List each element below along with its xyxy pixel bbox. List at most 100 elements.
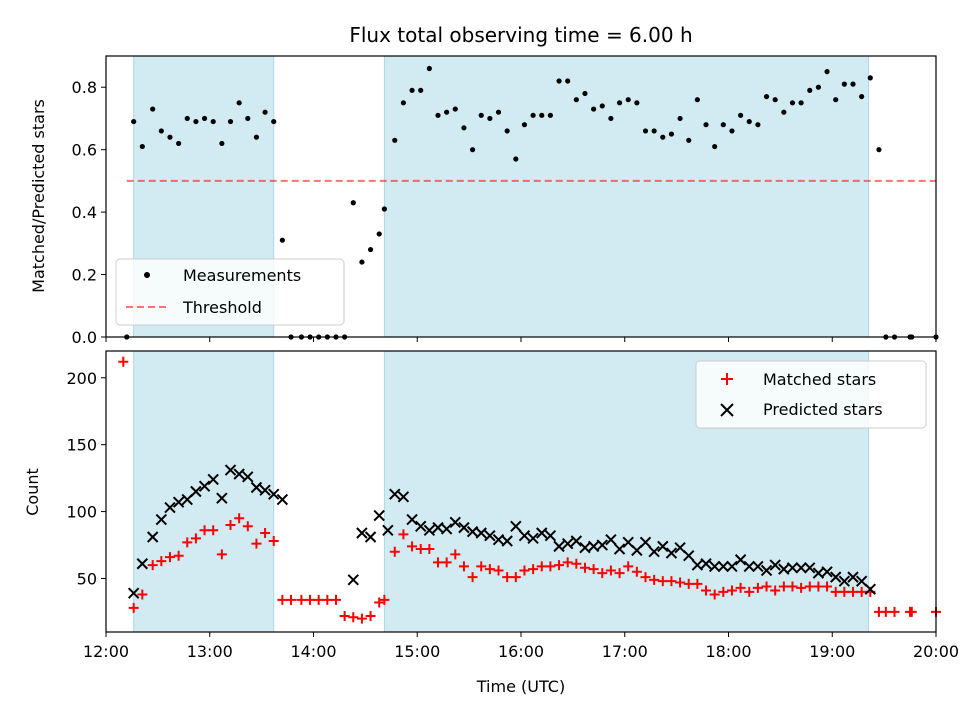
top-y-tick-label: 0.6 bbox=[72, 141, 97, 160]
measurement-point bbox=[376, 231, 382, 237]
x-tick-label: 15:00 bbox=[394, 642, 440, 661]
matched-star-point bbox=[190, 533, 201, 544]
measurement-point bbox=[245, 115, 251, 122]
matched-star-point bbox=[356, 613, 367, 624]
measurement-point bbox=[131, 118, 137, 125]
predicted-star-point bbox=[484, 529, 496, 542]
measurement-point bbox=[591, 106, 597, 112]
matched-star-point bbox=[848, 586, 858, 597]
measurement-point bbox=[367, 246, 374, 253]
predicted-star-point bbox=[830, 571, 842, 583]
predicted-star-point bbox=[743, 560, 755, 573]
matched-star-point bbox=[588, 564, 599, 575]
measurement-point bbox=[608, 115, 614, 122]
top-y-tick-label: 0.4 bbox=[72, 203, 97, 222]
measurement-point bbox=[807, 87, 813, 93]
measurement-point bbox=[841, 81, 847, 87]
measurement-point bbox=[738, 112, 744, 118]
measurement-point bbox=[271, 118, 277, 125]
matched-star-point bbox=[415, 544, 426, 555]
matched-star-point bbox=[330, 594, 341, 605]
measurement-point bbox=[712, 143, 718, 150]
predicted-star-point bbox=[373, 509, 385, 522]
bottom-shaded-interval bbox=[133, 350, 275, 633]
measurement-point bbox=[876, 147, 882, 153]
matched-star-point bbox=[683, 578, 694, 589]
predicted-star-point bbox=[449, 516, 461, 528]
matched-star-point bbox=[640, 572, 651, 583]
matched-star-point bbox=[268, 536, 279, 547]
matched-star-point bbox=[510, 572, 521, 583]
predicted-star-point bbox=[233, 468, 245, 480]
matched-star-point bbox=[156, 556, 167, 567]
predicted-star-point bbox=[700, 558, 712, 570]
predicted-star-point bbox=[752, 560, 764, 573]
x-tick-label: 16:00 bbox=[498, 642, 544, 661]
matched-star-point bbox=[787, 581, 798, 592]
matched-star-point bbox=[433, 557, 443, 568]
measurement-point bbox=[859, 93, 865, 100]
matched-star-point bbox=[804, 581, 815, 592]
predicted-star-point bbox=[397, 491, 410, 503]
matched-star-point bbox=[545, 561, 556, 572]
predicted-star-point bbox=[198, 480, 211, 492]
measurement-point bbox=[651, 128, 657, 134]
matched-star-point bbox=[322, 594, 333, 605]
matched-star-point bbox=[313, 594, 324, 605]
predicted-star-point bbox=[146, 531, 159, 543]
legend-matched-marker bbox=[721, 373, 733, 385]
matched-star-point bbox=[424, 544, 435, 555]
predicted-star-point bbox=[804, 562, 816, 574]
matched-star-point bbox=[761, 581, 772, 592]
matched-star-point bbox=[735, 582, 746, 593]
x-tick-label: 19:00 bbox=[809, 642, 855, 661]
matched-star-point bbox=[906, 606, 917, 617]
matched-star-point bbox=[458, 561, 469, 572]
measurement-point bbox=[184, 115, 190, 122]
x-tick-label: 17:00 bbox=[602, 642, 648, 661]
x-tick-label: 12:00 bbox=[83, 642, 129, 661]
predicted-star-point bbox=[527, 532, 539, 545]
measurement-point bbox=[359, 259, 365, 265]
measurement-point bbox=[824, 69, 830, 75]
predicted-star-point bbox=[622, 536, 634, 549]
measurement-point bbox=[582, 90, 588, 97]
predicted-star-point bbox=[795, 562, 807, 574]
matched-star-point bbox=[118, 356, 129, 367]
top-shaded-interval bbox=[383, 55, 870, 338]
measurement-point bbox=[444, 109, 450, 115]
measurement-point bbox=[236, 100, 242, 106]
predicted-star-point bbox=[717, 560, 730, 573]
matched-star-point bbox=[709, 589, 720, 600]
matched-star-point bbox=[701, 585, 712, 596]
measurement-point bbox=[253, 134, 260, 140]
matched-star-point bbox=[813, 581, 824, 592]
matched-star-point bbox=[374, 597, 385, 608]
matched-star-point bbox=[880, 606, 891, 617]
matched-star-point bbox=[675, 577, 686, 588]
measurement-point bbox=[435, 112, 441, 118]
predicted-star-point bbox=[570, 535, 583, 547]
matched-star-point bbox=[398, 529, 409, 540]
legend-threshold-label: Threshold bbox=[182, 298, 262, 317]
measurement-point bbox=[634, 100, 640, 106]
bottom-y-tick-label: 150 bbox=[66, 436, 97, 455]
matched-star-point bbox=[571, 558, 582, 569]
predicted-star-point bbox=[127, 587, 140, 599]
predicted-star-point bbox=[657, 540, 669, 553]
bottom-legend: Matched stars Predicted stars bbox=[695, 360, 927, 429]
measurement-point bbox=[772, 97, 778, 103]
matched-star-point bbox=[856, 586, 867, 597]
predicted-star-point bbox=[561, 537, 574, 550]
predicted-star-point bbox=[838, 575, 851, 587]
matched-star-point bbox=[614, 568, 625, 579]
measurement-point bbox=[193, 118, 199, 125]
predicted-star-point bbox=[216, 492, 228, 504]
matched-star-point bbox=[726, 585, 737, 596]
legend-measurements-marker bbox=[144, 272, 150, 278]
matched-star-point bbox=[348, 612, 359, 623]
measurement-point bbox=[729, 128, 735, 134]
predicted-star-point bbox=[172, 496, 185, 508]
measurement-point bbox=[573, 97, 579, 103]
predicted-star-point bbox=[639, 536, 652, 549]
